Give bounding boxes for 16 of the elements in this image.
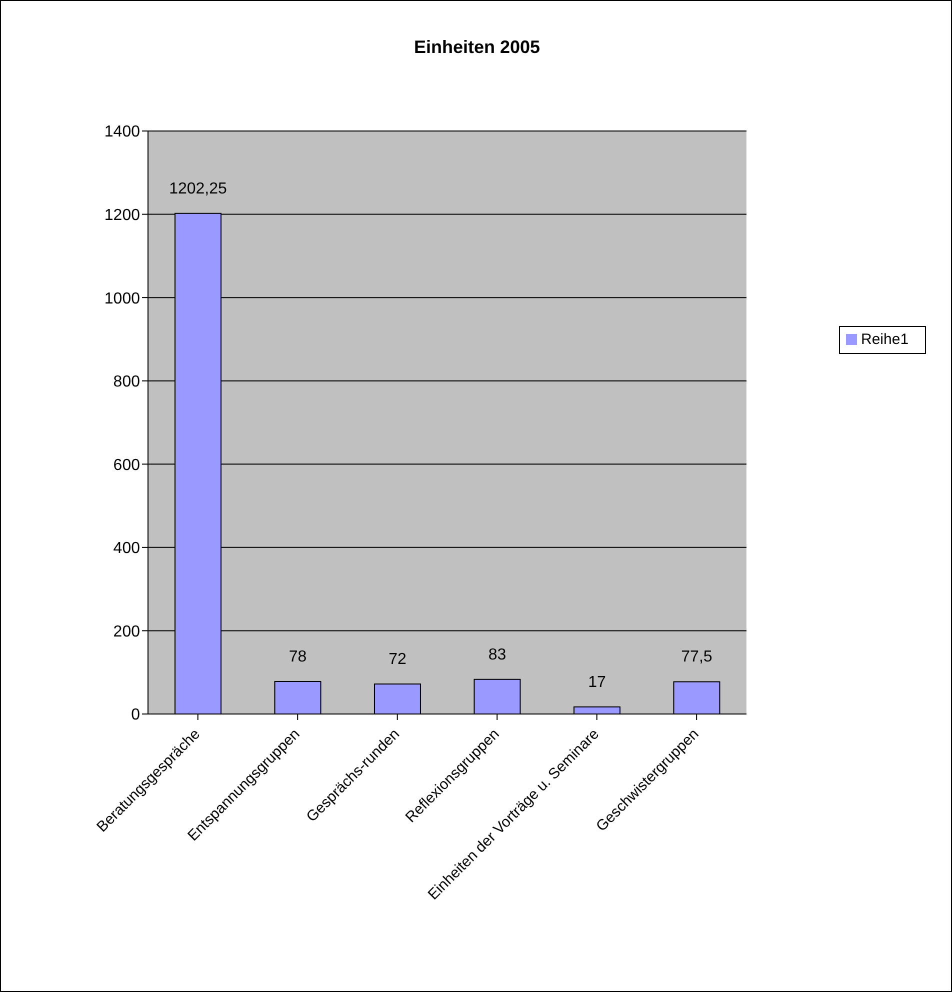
- legend-label: Reihe1: [861, 331, 909, 348]
- y-tick-label: 1400: [104, 124, 140, 141]
- y-tick-label: 0: [131, 706, 140, 724]
- y-tick-label: 400: [113, 540, 140, 558]
- y-tick-label: 1200: [104, 206, 140, 224]
- y-tick-label: 600: [113, 456, 140, 474]
- y-tick-label: 200: [113, 623, 140, 640]
- data-label: 72: [388, 651, 406, 668]
- data-label: 1202,25: [169, 180, 228, 198]
- y-tick-label: 800: [113, 374, 140, 391]
- data-label: 17: [588, 674, 606, 691]
- data-label: 83: [488, 646, 506, 664]
- y-tick-label: 1000: [104, 290, 140, 308]
- chart-title: Einheiten 2005: [412, 37, 542, 58]
- data-label: 77,5: [681, 648, 712, 666]
- data-label: 78: [288, 648, 307, 666]
